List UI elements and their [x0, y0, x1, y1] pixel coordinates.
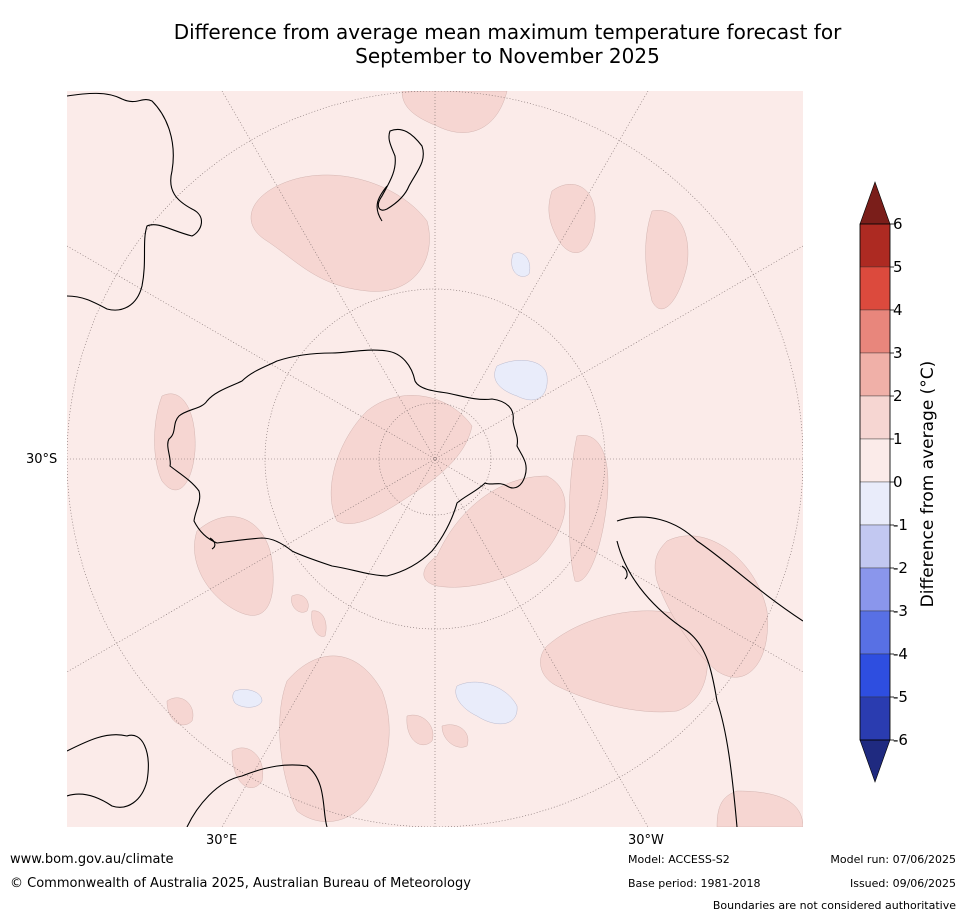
colorbar-tick-label: 3 — [893, 344, 903, 362]
map-svg — [67, 91, 803, 827]
colorbar-tick-label: -4 — [893, 645, 908, 663]
map-title: Difference from average mean maximum tem… — [60, 20, 955, 68]
colorbar-segment — [859, 524, 891, 569]
anomaly-shading-1-2 — [154, 91, 803, 827]
colorbar-segment — [859, 567, 891, 612]
colorbar-svg: 6 5 4 3 2 1 0 -1 -2 -3 -4 -5 -6 — [859, 181, 908, 783]
title-line-1: Difference from average mean maximum tem… — [173, 20, 842, 44]
model-run-date: Model run: 07/06/2025 — [830, 853, 956, 866]
colorbar-tick-label: -5 — [893, 688, 908, 706]
colorbar-tick-label: -2 — [893, 559, 908, 577]
colorbar-ticks: 6 5 4 3 2 1 0 -1 -2 -3 -4 -5 -6 — [890, 215, 908, 749]
issued-date: Issued: 09/06/2025 — [849, 877, 956, 890]
polar-map — [67, 91, 803, 827]
colorbar-tick-label: -6 — [893, 731, 908, 749]
colorbar-tick-label: 1 — [893, 430, 903, 448]
lat-label-30s: 30°S — [26, 452, 58, 467]
colorbar-title: Difference from average (°C) — [918, 360, 938, 608]
website-link[interactable]: www.bom.gov.au/climate — [10, 852, 174, 867]
colorbar: 6 5 4 3 2 1 0 -1 -2 -3 -4 -5 -6 — [855, 180, 965, 785]
colorbar-tick-label: 6 — [893, 215, 903, 233]
lon-label-30e: 30°E — [206, 833, 238, 848]
boundaries-disclaimer: Boundaries are not considered authoritat… — [712, 899, 956, 912]
coastlines — [67, 92, 803, 827]
colorbar-segment — [859, 653, 891, 698]
colorbar-tick-label: -3 — [893, 602, 908, 620]
colorbar-tick-label: 4 — [893, 301, 903, 319]
colorbar-top-arrow — [859, 181, 891, 225]
title-line-2: September to November 2025 — [355, 44, 660, 68]
colorbar-segment — [859, 395, 891, 440]
model-name: Model: ACCESS-S2 — [628, 853, 730, 866]
anomaly-shading-0-neg1 — [232, 252, 548, 724]
colorbar-segment — [859, 352, 891, 397]
copyright-text: © Commonwealth of Australia 2025, Austra… — [10, 876, 471, 891]
colorbar-segment — [859, 309, 891, 354]
colorbar-segment — [859, 438, 891, 483]
colorbar-segments — [859, 181, 891, 783]
colorbar-bottom-arrow — [859, 739, 891, 783]
colorbar-tick-label: -1 — [893, 516, 908, 534]
colorbar-segment — [859, 223, 891, 268]
colorbar-segment — [859, 696, 891, 741]
colorbar-segment — [859, 266, 891, 311]
graticule — [67, 91, 803, 827]
lon-label-30w: 30°W — [628, 833, 664, 848]
colorbar-tick-label: 0 — [893, 473, 903, 491]
base-period: Base period: 1981-2018 — [628, 877, 761, 890]
colorbar-tick-label: 5 — [893, 258, 903, 276]
colorbar-tick-label: 2 — [893, 387, 903, 405]
colorbar-segment — [859, 481, 891, 526]
colorbar-segment — [859, 610, 891, 655]
